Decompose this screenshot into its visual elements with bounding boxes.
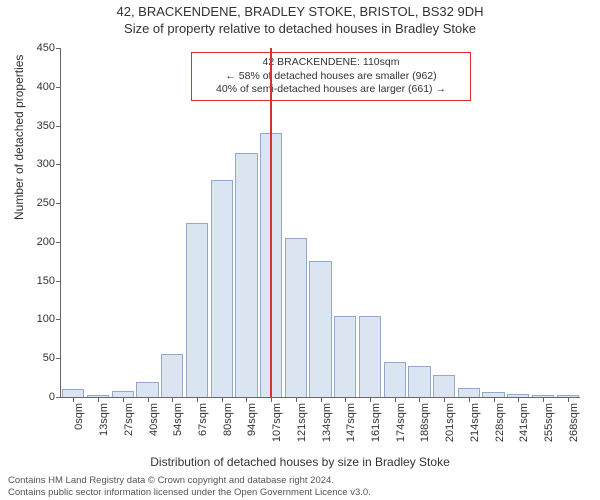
bar: [384, 362, 406, 397]
xtick-label: 161sqm: [370, 403, 382, 442]
xtick-label: 134sqm: [321, 403, 333, 442]
bar-slot: 268sqm: [555, 48, 580, 397]
bar-slot: 0sqm: [61, 48, 86, 397]
x-axis-label: Distribution of detached houses by size …: [0, 455, 600, 469]
footer-line-2: Contains public sector information licen…: [8, 487, 371, 498]
ytick-mark: [56, 319, 61, 320]
bar-slot: 54sqm: [160, 48, 185, 397]
bar: [186, 223, 208, 398]
ytick-mark: [56, 203, 61, 204]
xtick-label: 214sqm: [469, 403, 481, 442]
ytick-mark: [56, 358, 61, 359]
bar: [334, 316, 356, 397]
annotation-line: 42 BRACKENDENE: 110sqm: [198, 56, 464, 70]
annotation-line: 40% of semi-detached houses are larger (…: [198, 83, 464, 97]
bar-slot: 27sqm: [110, 48, 135, 397]
ytick-label: 100: [37, 313, 55, 325]
xtick-mark: [518, 397, 519, 402]
xtick-mark: [73, 397, 74, 402]
xtick-mark: [296, 397, 297, 402]
xtick-label: 228sqm: [494, 403, 506, 442]
ytick-label: 300: [37, 158, 55, 170]
xtick-label: 107sqm: [271, 403, 283, 442]
xtick-mark: [543, 397, 544, 402]
y-axis-label: Number of detached properties: [12, 55, 26, 220]
xtick-label: 188sqm: [419, 403, 431, 442]
xtick-mark: [419, 397, 420, 402]
bar: [285, 238, 307, 397]
xtick-mark: [222, 397, 223, 402]
xtick-label: 40sqm: [148, 403, 160, 436]
ytick-mark: [56, 164, 61, 165]
bar: [408, 366, 430, 397]
xtick-mark: [197, 397, 198, 402]
chart-supertitle: 42, BRACKENDENE, BRADLEY STOKE, BRISTOL,…: [0, 4, 600, 19]
bar: [161, 354, 183, 397]
xtick-mark: [98, 397, 99, 402]
ytick-label: 150: [37, 275, 55, 287]
xtick-mark: [370, 397, 371, 402]
bar-slot: 255sqm: [531, 48, 556, 397]
xtick-label: 174sqm: [395, 403, 407, 442]
xtick-label: 27sqm: [123, 403, 135, 436]
xtick-label: 147sqm: [345, 403, 357, 442]
ytick-mark: [56, 242, 61, 243]
xtick-label: 67sqm: [197, 403, 209, 436]
ytick-mark: [56, 281, 61, 282]
xtick-mark: [271, 397, 272, 402]
ytick-mark: [56, 397, 61, 398]
xtick-label: 268sqm: [568, 403, 580, 442]
xtick-mark: [345, 397, 346, 402]
xtick-mark: [172, 397, 173, 402]
ytick-label: 350: [37, 120, 55, 132]
xtick-label: 80sqm: [222, 403, 234, 436]
bar: [136, 382, 158, 398]
ytick-label: 0: [49, 391, 55, 403]
ytick-mark: [56, 87, 61, 88]
chart-plot-area: 0sqm13sqm27sqm40sqm54sqm67sqm80sqm94sqm1…: [60, 48, 580, 398]
xtick-mark: [469, 397, 470, 402]
chart-title: Size of property relative to detached ho…: [0, 21, 600, 36]
attribution-footer: Contains HM Land Registry data © Crown c…: [8, 475, 371, 498]
xtick-label: 121sqm: [296, 403, 308, 442]
xtick-label: 94sqm: [246, 403, 258, 436]
xtick-mark: [321, 397, 322, 402]
bar: [359, 316, 381, 397]
xtick-label: 241sqm: [518, 403, 530, 442]
xtick-label: 201sqm: [444, 403, 456, 442]
ytick-label: 400: [37, 81, 55, 93]
bar-slot: 228sqm: [481, 48, 506, 397]
xtick-mark: [568, 397, 569, 402]
ytick-label: 50: [43, 352, 55, 364]
annotation-box: 42 BRACKENDENE: 110sqm← 58% of detached …: [191, 52, 471, 101]
xtick-label: 255sqm: [543, 403, 555, 442]
xtick-label: 0sqm: [73, 403, 85, 430]
ytick-label: 200: [37, 236, 55, 248]
xtick-mark: [123, 397, 124, 402]
bar: [458, 388, 480, 397]
bar-slot: 241sqm: [506, 48, 531, 397]
bar-slot: 13sqm: [86, 48, 111, 397]
ytick-label: 450: [37, 42, 55, 54]
xtick-mark: [494, 397, 495, 402]
bar: [235, 153, 257, 397]
bar: [433, 375, 455, 397]
bar: [211, 180, 233, 397]
xtick-mark: [444, 397, 445, 402]
bar-slot: 40sqm: [135, 48, 160, 397]
bar: [62, 389, 84, 397]
marker-line: [270, 48, 272, 397]
footer-line-1: Contains HM Land Registry data © Crown c…: [8, 475, 371, 486]
xtick-mark: [148, 397, 149, 402]
xtick-label: 13sqm: [98, 403, 110, 436]
annotation-line: ← 58% of detached houses are smaller (96…: [198, 70, 464, 84]
ytick-mark: [56, 126, 61, 127]
xtick-mark: [246, 397, 247, 402]
xtick-label: 54sqm: [172, 403, 184, 436]
xtick-mark: [395, 397, 396, 402]
bar: [309, 261, 331, 397]
ytick-mark: [56, 48, 61, 49]
ytick-label: 250: [37, 197, 55, 209]
